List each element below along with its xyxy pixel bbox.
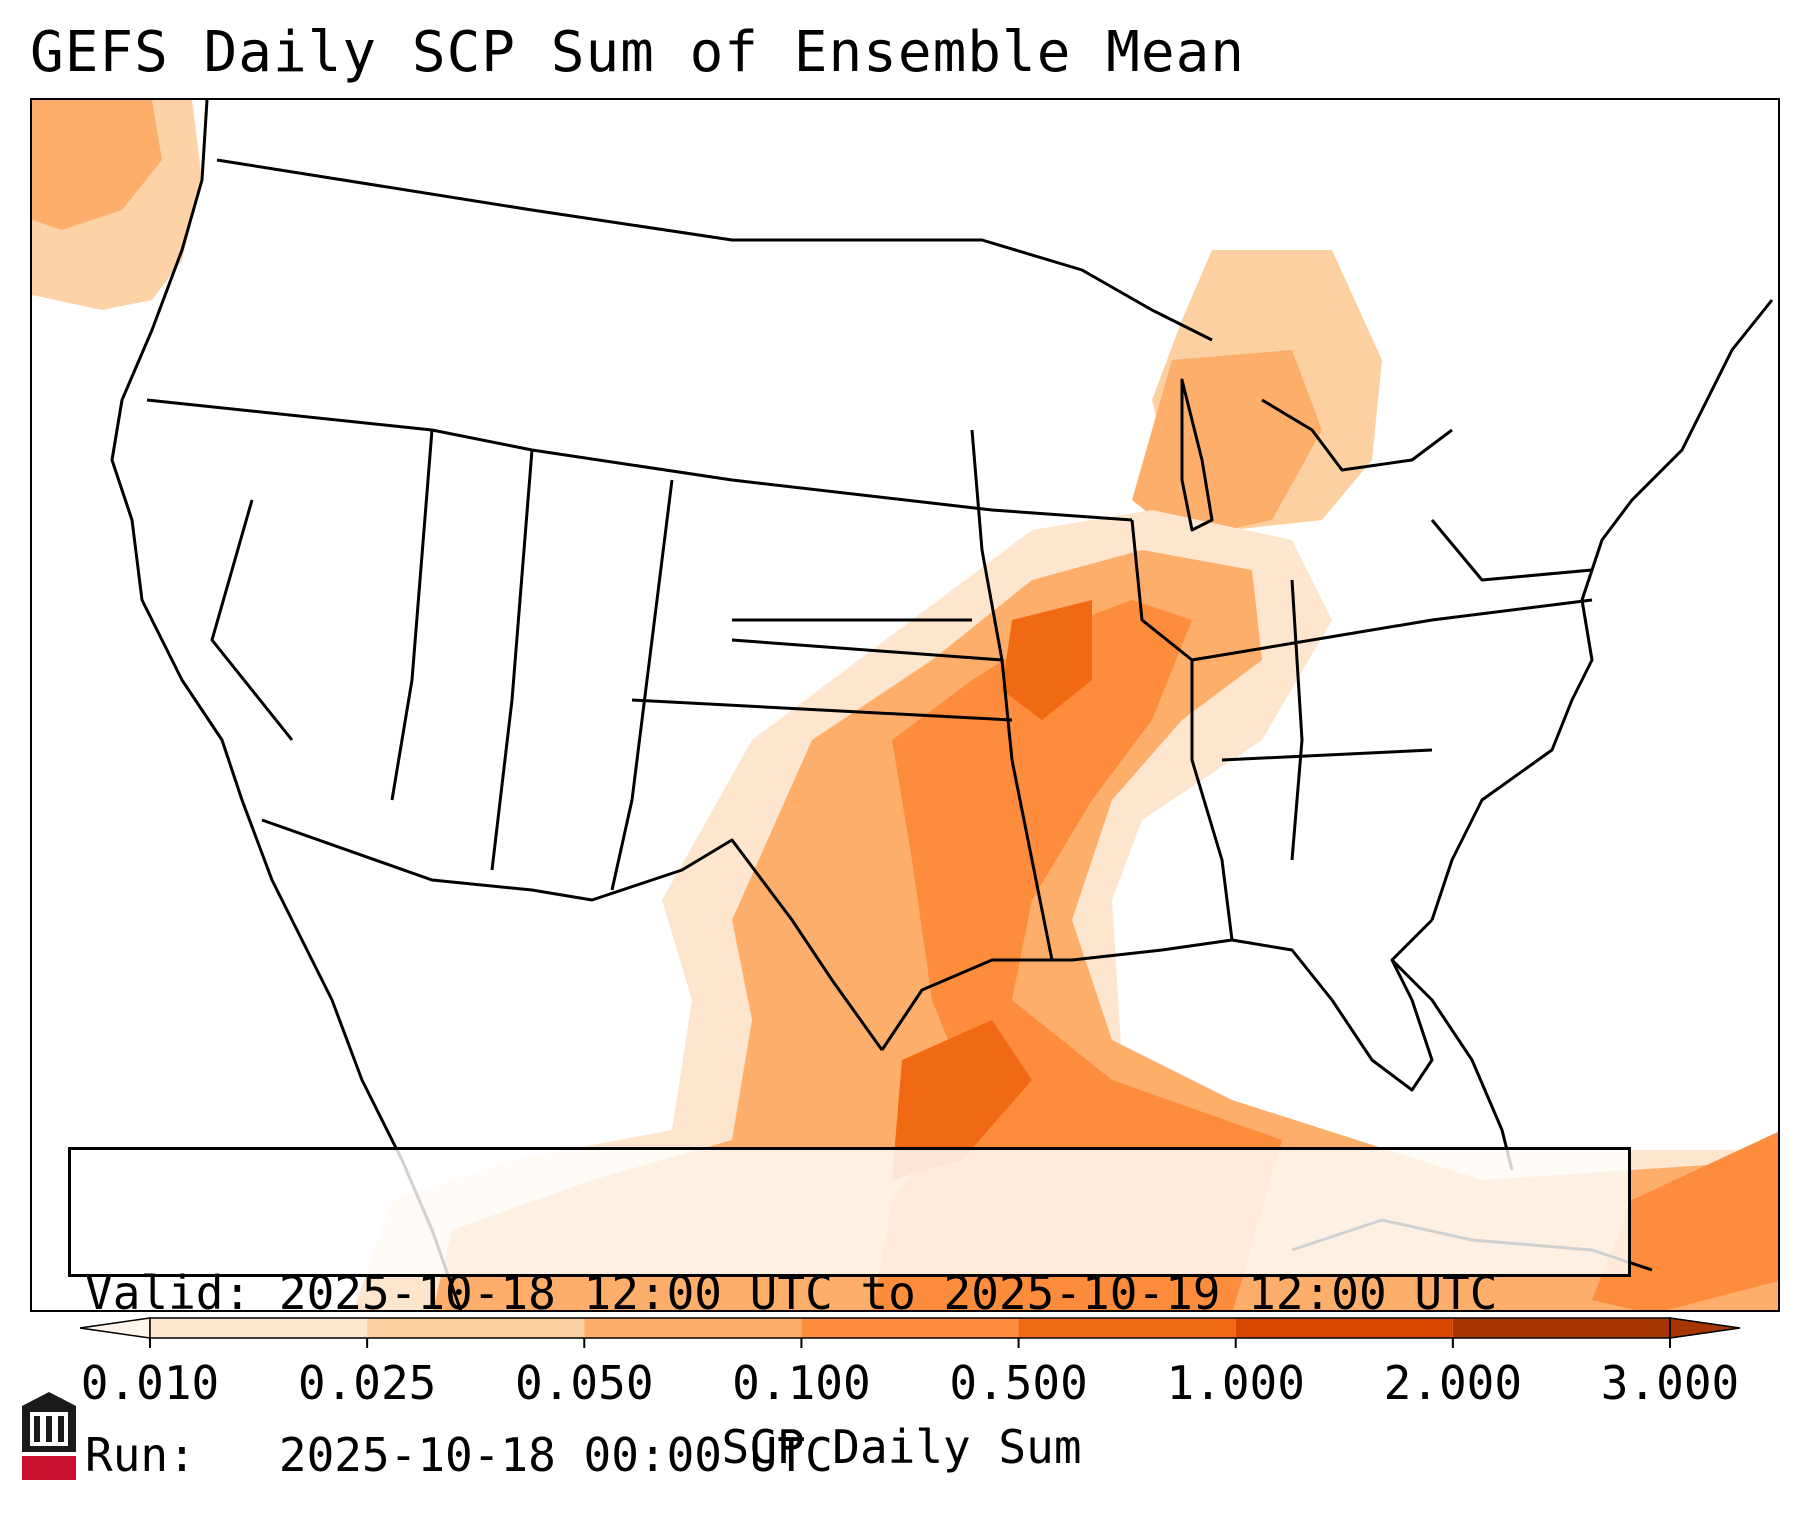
colorbar-tick-label: 1.000 (1166, 1356, 1305, 1410)
valid-label: Valid: (85, 1266, 252, 1320)
map-boundaries (110, 100, 1774, 1310)
canada-border (216, 158, 1213, 342)
colorbar-label: SCP Daily Sum (721, 1420, 1082, 1474)
state-lines-west (146, 398, 1133, 891)
florida (1390, 958, 1514, 1171)
run-line: Run: 2025-10-18 00:00 UTC (85, 1428, 1614, 1482)
scp-field-max-texas-coast (892, 1020, 1032, 1180)
scp-field-pacific-nw-core (32, 100, 162, 230)
niu-logo (22, 1392, 76, 1480)
valid-line: Valid: 2025-10-18 12:00 UTC to 2025-10-1… (85, 1266, 1614, 1320)
scp-field-central-mid (432, 550, 1778, 1310)
run-value: 2025-10-18 00:00 UTC (278, 1428, 833, 1482)
colorbar-tick-label: 3.000 (1600, 1356, 1740, 1410)
colorbar-tick-label: 0.100 (732, 1356, 871, 1410)
colorbar-segment (150, 1318, 368, 1338)
atlantic-coast (1430, 299, 1774, 921)
lake-michigan (1180, 378, 1214, 532)
map-canvas (32, 100, 1778, 1310)
us-west-coast (110, 100, 294, 921)
colorbar-segment (1452, 1318, 1670, 1338)
colorbar-segment (367, 1318, 585, 1338)
colorbar-segment (1018, 1318, 1236, 1338)
state-lines-east (970, 429, 1593, 961)
valid-run-info-box: Valid: 2025-10-18 12:00 UTC to 2025-10-1… (68, 1147, 1631, 1482)
colorbar-tick-label: 2.000 (1383, 1356, 1523, 1410)
us-mexico-border (261, 818, 884, 1051)
map-panel[interactable] (30, 98, 1780, 1312)
colorbar (79, 1317, 1741, 1348)
colorbar-border (149, 1317, 1671, 1339)
colorbar-extend-low (79, 1317, 151, 1339)
lake-huron-erie (1261, 398, 1453, 472)
colorbar-tick-label: 0.025 (297, 1356, 437, 1410)
colorbar-segment (1235, 1318, 1453, 1338)
valid-value: 2025-10-18 12:00 UTC to 2025-10-19 12:00… (278, 1266, 1498, 1320)
chart-title: GEFS Daily SCP Sum of Ensemble Mean (30, 20, 1246, 85)
scp-field-michigan (1132, 350, 1322, 540)
scp-field (32, 100, 1778, 1310)
colorbar-segment (584, 1318, 802, 1338)
colorbar-segment (801, 1318, 1019, 1338)
gulf-coast (880, 918, 1434, 1092)
colorbar-extend-high (1669, 1317, 1741, 1339)
colorbar-tick-label: 0.010 (80, 1356, 220, 1410)
run-label: Run: (85, 1428, 196, 1482)
scp-field-max-arkansas (1002, 600, 1092, 720)
colorbar-tick-label: 0.500 (949, 1356, 1088, 1410)
colorbar-tick-label: 0.050 (515, 1356, 654, 1410)
